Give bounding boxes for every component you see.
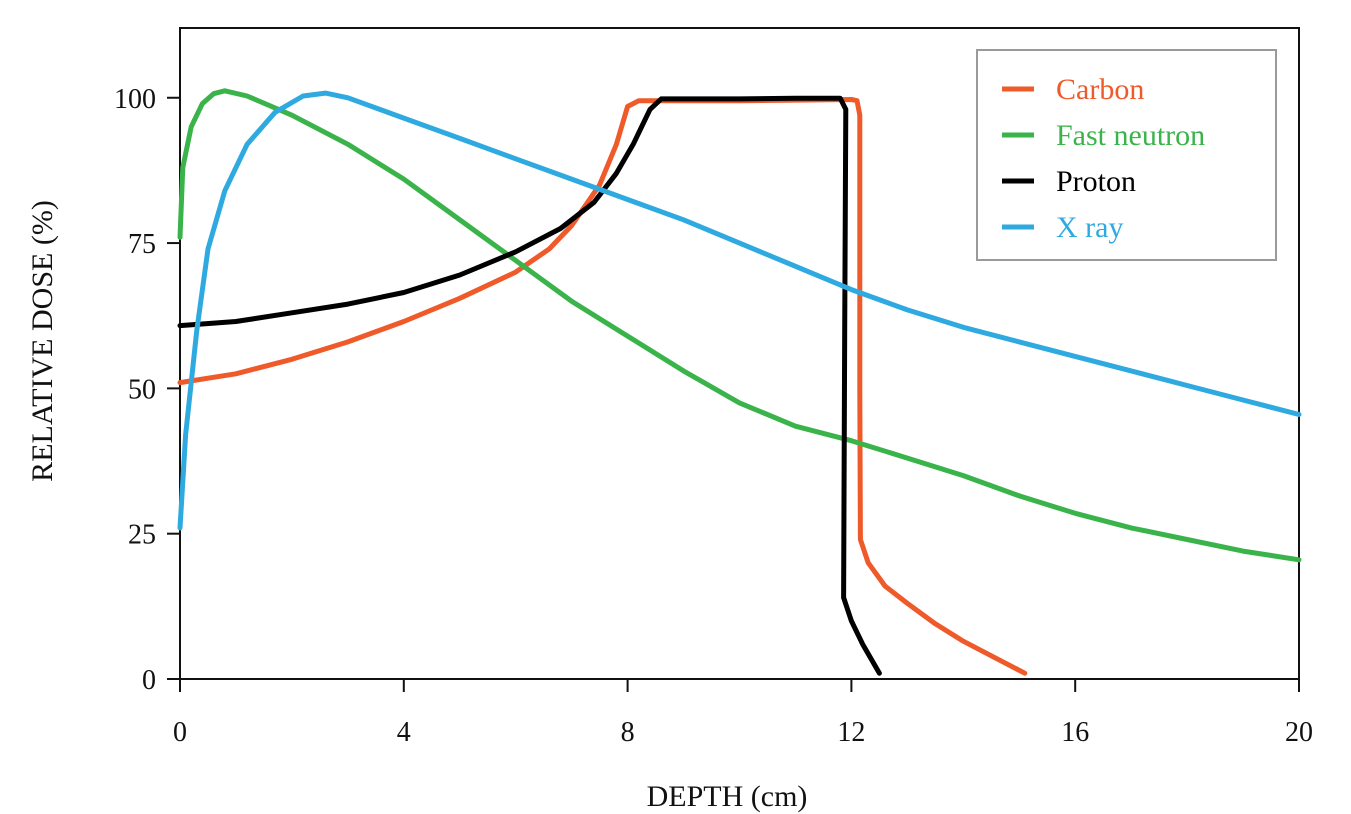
legend-label-x-ray: X ray — [1056, 211, 1123, 244]
x-tick-label: 12 — [837, 717, 865, 748]
y-tick-label: 50 — [128, 374, 156, 405]
y-tick-label: 100 — [114, 84, 156, 115]
x-axis-ticks: 0 4 8 12 16 20 — [173, 679, 1313, 748]
y-axis-ticks: 0 25 50 75 100 — [114, 84, 180, 696]
y-tick-label: 25 — [128, 520, 156, 551]
legend: Carbon Fast neutron Proton X ray — [976, 49, 1277, 261]
y-axis-label: RELATIVE DOSE (%) — [26, 200, 59, 482]
x-tick-label: 16 — [1061, 717, 1089, 748]
series-layer — [177, 88, 1302, 676]
series-line-fast-neutron — [177, 88, 1302, 563]
series-line-carbon — [177, 97, 1028, 676]
x-axis-label: DEPTH (cm) — [647, 780, 808, 813]
x-tick-label: 0 — [173, 717, 187, 748]
x-tick-label: 4 — [397, 717, 411, 748]
x-tick-label: 8 — [621, 717, 635, 748]
plot-frame — [179, 27, 1300, 680]
legend-label-carbon: Carbon — [1056, 73, 1144, 106]
series-line-proton — [177, 95, 882, 676]
series-line-x-ray — [177, 90, 1302, 531]
legend-label-proton: Proton — [1056, 165, 1136, 198]
y-tick-label: 0 — [142, 665, 156, 696]
legend-label-fast-neutron: Fast neutron — [1056, 119, 1205, 152]
y-tick-label: 75 — [128, 229, 156, 260]
x-tick-label: 20 — [1285, 717, 1313, 748]
